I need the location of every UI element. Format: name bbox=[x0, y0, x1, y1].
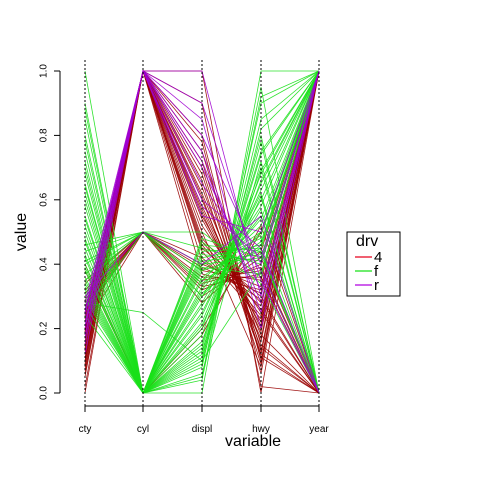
axis-layer: cty cyl displ hwy year 0.0 0.2 0.4 0.6 0.8 1.0 bbox=[39, 60, 329, 435]
series-r-line bbox=[84, 70, 320, 355]
series-r-line bbox=[84, 69, 320, 310]
series-r-line bbox=[84, 69, 320, 303]
series-f-line bbox=[84, 70, 320, 394]
legend-label-r: r bbox=[374, 277, 379, 294]
series-f-line bbox=[84, 70, 320, 394]
x-tick-label-hwy: hwy bbox=[252, 424, 270, 435]
x-axis-title: variable bbox=[225, 433, 281, 450]
y-tick-label: 0.8 bbox=[39, 128, 50, 142]
series-f-line bbox=[84, 231, 320, 394]
legend-title: drv bbox=[356, 233, 378, 250]
series-r-line bbox=[84, 70, 320, 339]
series-f-line bbox=[84, 70, 320, 394]
y-tick-label: 0.6 bbox=[39, 192, 50, 206]
legend-label-f: f bbox=[374, 263, 379, 280]
x-tick-label-displ: displ bbox=[192, 424, 213, 435]
series-f-line bbox=[84, 70, 320, 394]
y-axis-title: value bbox=[13, 213, 30, 251]
y-tick-label: 0.2 bbox=[39, 321, 50, 335]
series-f-line bbox=[84, 70, 320, 394]
legend: drv 4fr bbox=[346, 231, 401, 297]
x-tick-label-cty: cty bbox=[79, 424, 92, 435]
x-tick-label-year: year bbox=[309, 424, 329, 435]
y-tick-label: 0.0 bbox=[39, 386, 50, 400]
legend-label-4: 4 bbox=[374, 249, 382, 266]
x-tick-label-cyl: cyl bbox=[137, 424, 149, 435]
series-f-line bbox=[84, 70, 320, 394]
series-f-line bbox=[84, 208, 320, 394]
legend-entries: 4fr bbox=[355, 249, 382, 294]
series-r-line bbox=[84, 70, 320, 345]
series-f-line bbox=[84, 70, 320, 285]
series-f-line bbox=[84, 70, 320, 394]
y-tick-label: 0.4 bbox=[39, 257, 50, 271]
series-f-line bbox=[84, 70, 320, 394]
series-r-line bbox=[84, 69, 320, 394]
y-tick-label: 1.0 bbox=[39, 64, 50, 78]
